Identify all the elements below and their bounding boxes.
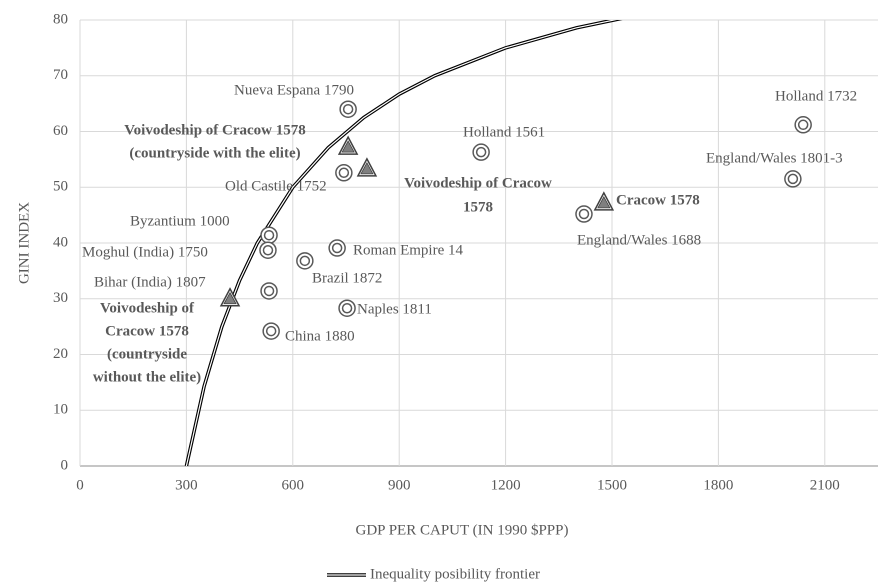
x-tick-label: 1200 [491, 477, 521, 493]
point-label: Cracow 1578 [616, 192, 700, 208]
circle-marker [296, 252, 314, 270]
circle-inner [263, 285, 275, 297]
x-tick-label: 0 [76, 477, 84, 493]
point-label: Holland 1561 [463, 124, 545, 140]
y-tick-label: 20 [53, 346, 68, 362]
point-label: Voivodeship of Cracow 1578 [124, 122, 306, 138]
x-tick-label: 1800 [703, 477, 733, 493]
circle-marker [784, 170, 802, 188]
point-label: Brazil 1872 [312, 270, 382, 286]
x-tick-label: 300 [175, 477, 198, 493]
point-label: 1578 [463, 199, 493, 215]
triangle-marker [219, 287, 241, 307]
point-label: (countryside [107, 346, 187, 362]
frontier-line-inner [185, 20, 617, 466]
y-tick-label: 40 [53, 234, 68, 250]
point-label: Old Castile 1752 [225, 178, 327, 194]
circle-marker [260, 226, 278, 244]
point-label: (countryside with the elite) [129, 145, 300, 161]
triangle-marker [337, 135, 359, 155]
triangle-marker [356, 157, 378, 177]
circle-marker [262, 322, 280, 340]
circle-inner [797, 119, 809, 131]
x-tick-label: 600 [282, 477, 305, 493]
triangle-inner [597, 196, 611, 209]
point-label: England/Wales 1688 [577, 232, 701, 248]
circle-marker [338, 299, 356, 317]
frontier [184, 20, 623, 466]
triangle-inner [223, 291, 237, 305]
circle-marker [575, 205, 593, 223]
circle-marker [794, 116, 812, 134]
circle-inner [787, 173, 799, 185]
point-label: Voivodeship of [100, 300, 195, 316]
point-label: Holland 1732 [775, 88, 857, 104]
circle-inner [578, 208, 590, 220]
y-tick-label: 30 [53, 290, 68, 306]
point-label: England/Wales 1801-3 [706, 150, 843, 166]
circle-inner [299, 255, 311, 267]
circle-marker [472, 143, 490, 161]
triangle-marker [593, 191, 615, 211]
y-tick-label: 10 [53, 402, 68, 418]
circle-inner [263, 229, 275, 241]
y-tick-label: 50 [53, 179, 68, 195]
circle-inner [265, 325, 277, 337]
circle-inner [341, 302, 353, 314]
y-tick-label: 80 [53, 11, 68, 27]
y-tick-label: 60 [53, 123, 68, 139]
point-label: Cracow 1578 [105, 323, 189, 339]
point-label: Bihar (India) 1807 [94, 274, 206, 290]
point-label: China 1880 [285, 328, 355, 344]
legend-label: Inequality posibility frontier [370, 566, 540, 582]
point-label: Nueva Espana 1790 [234, 82, 354, 98]
x-axis-label: GDP PER CAPUT (IN 1990 $PPP) [356, 522, 569, 538]
point-label: without the elite) [93, 369, 201, 385]
x-tick-label: 900 [388, 477, 411, 493]
circle-marker [260, 282, 278, 300]
circle-marker [259, 241, 277, 259]
point-label: Voivodeship of Cracow [404, 175, 552, 191]
circle-marker [339, 100, 357, 118]
circle-inner [262, 244, 274, 256]
x-tick-label: 1500 [597, 477, 627, 493]
point-label: Roman Empire 14 [353, 242, 463, 258]
circle-inner [475, 146, 487, 158]
point-label: Byzantium 1000 [130, 213, 230, 229]
circle-inner [338, 167, 350, 179]
circle-inner [331, 242, 343, 254]
y-tick-label: 0 [61, 457, 69, 473]
point-label: Naples 1811 [357, 301, 432, 317]
x-tick-label: 2100 [810, 477, 840, 493]
circle-inner [342, 103, 354, 115]
triangle-inner [360, 162, 374, 175]
triangle-inner [341, 140, 355, 153]
circle-marker [328, 239, 346, 257]
y-tick-label: 70 [53, 67, 68, 83]
point-label: Moghul (India) 1750 [82, 244, 208, 260]
circle-marker [335, 164, 353, 182]
y-axis-label: GINI INDEX [16, 202, 32, 284]
